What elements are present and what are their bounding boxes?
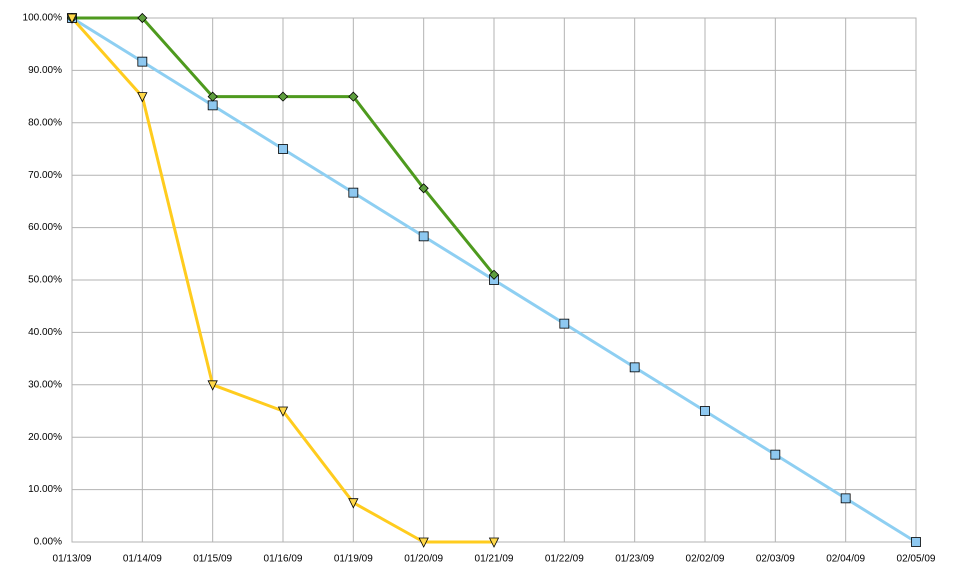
point [488,537,500,548]
x-tick-label: 01/19/09 [334,554,373,565]
point [348,498,359,509]
point [418,537,429,548]
point [207,380,218,391]
x-tick-label: 01/21/09 [475,554,514,565]
point [137,12,148,24]
y-tick-label: 90.00% [28,65,62,76]
x-tick-label: 01/16/09 [264,554,303,565]
y-tick-label: 50.00% [28,275,62,286]
x-tick-label: 02/03/09 [756,554,795,565]
point [770,449,781,460]
point [840,493,851,504]
y-tick-label: 80.00% [28,117,62,128]
x-tick-label: 01/13/09 [53,554,92,565]
point [629,362,640,373]
x-tick-label: 01/20/09 [404,554,443,565]
point [137,92,148,103]
y-tick-label: 70.00% [28,170,62,181]
point [66,13,78,24]
point [348,187,359,198]
point [277,406,289,417]
y-tick-label: 20.00% [28,432,62,443]
y-tick-label: 40.00% [28,327,62,338]
y-tick-label: 10.00% [28,484,62,495]
point [207,91,218,102]
point [911,537,921,547]
y-tick-label: 0.00% [34,537,62,548]
y-tick-label: 60.00% [28,222,62,233]
x-tick-label: 02/05/09 [897,554,936,565]
x-tick-label: 01/14/09 [123,554,162,565]
point [418,183,429,194]
x-tick-label: 01/15/09 [193,554,232,565]
point [277,91,289,102]
point [418,231,429,242]
x-tick-label: 01/23/09 [615,554,654,565]
point [207,100,218,111]
x-tick-label: 02/04/09 [826,554,865,565]
point [137,56,148,67]
y-tick-label: 30.00% [28,379,62,390]
point [488,269,500,280]
point [700,406,710,416]
point [348,91,359,102]
x-tick-label: 01/22/09 [545,554,584,565]
x-tick-label: 02/02/09 [686,554,725,565]
point [278,144,288,154]
point [559,318,570,329]
y-tick-label: 100.00% [23,13,63,24]
